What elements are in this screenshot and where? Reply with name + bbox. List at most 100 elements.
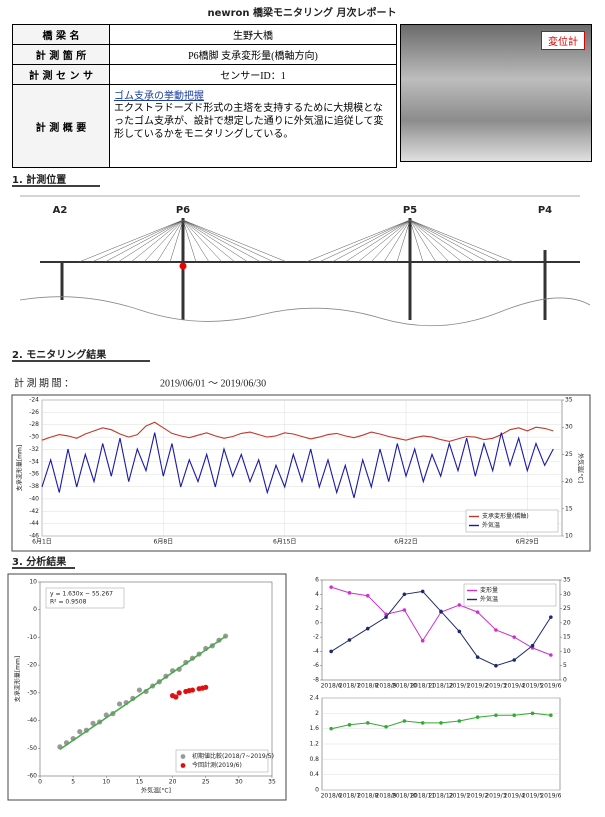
x-tick-label: 20: [169, 779, 177, 786]
y-tick-label: -10: [27, 634, 37, 641]
data-point: [384, 615, 388, 619]
y-tick-label: -50: [27, 745, 37, 752]
y-tick-label: -6: [313, 662, 319, 669]
y-tick-label: -60: [27, 773, 37, 780]
cable: [183, 220, 248, 262]
data-point: [366, 594, 370, 598]
overview-heading: ゴム支承の挙動把握: [114, 87, 392, 102]
ground-line: [20, 297, 590, 326]
table-row: 計 測 箇 所P6橋脚 支承変形量(橋軸方向): [13, 45, 396, 65]
cable: [397, 220, 410, 262]
y-tick-label: 10: [29, 579, 37, 586]
x-tick-label: 6月22日: [394, 539, 417, 546]
data-point: [458, 630, 462, 634]
data-point: [177, 690, 182, 695]
section-heading: 1. 計測位置: [12, 173, 66, 186]
data-point: [329, 727, 333, 731]
x-tick-label: 10: [102, 779, 110, 786]
data-point: [494, 713, 498, 717]
data-point: [77, 729, 82, 734]
y-tick-label: 6: [315, 577, 319, 584]
report-page: newron 橋梁モニタリング 月次レポート 1. 計測位置 2. モニタリング…: [0, 0, 605, 817]
y-tick-label: 0: [563, 677, 567, 684]
row-label: 計 測 概 要: [13, 85, 110, 167]
cable: [183, 220, 196, 262]
row-value: P6橋脚 支承変形量(橋軸方向): [110, 45, 396, 64]
cable: [410, 220, 449, 262]
sensor-location: [180, 263, 187, 270]
y-tick-label: -26: [29, 409, 39, 416]
data-point: [421, 590, 425, 594]
y-tick-label: -30: [27, 689, 37, 696]
y-tick-label: -20: [27, 662, 37, 669]
legend-label: 外気温: [480, 595, 498, 603]
cable: [358, 220, 410, 262]
support-label: P6: [176, 205, 190, 216]
y-tick-label: 0.4: [309, 771, 319, 778]
annotation: R² = 0.9508: [50, 599, 87, 606]
data-point: [531, 644, 535, 648]
data-point: [549, 653, 553, 657]
y-tick-label: -40: [29, 495, 39, 502]
report-title: newron 橋梁モニタリング 月次レポート: [207, 6, 396, 19]
data-point: [384, 725, 388, 729]
data-point: [458, 603, 462, 607]
data-point: [366, 627, 370, 631]
data-point: [348, 591, 352, 595]
y-tick-label: 15: [565, 505, 573, 512]
data-point: [203, 685, 208, 690]
overview-text: エクストラドーズド形式の主塔を支持するために大規模となったゴム支承が、設計で想定…: [114, 102, 392, 141]
legend-label: 変形量: [480, 586, 498, 594]
legend-swatch: [181, 763, 186, 768]
cable: [410, 220, 423, 262]
y-tick-label: 25: [565, 451, 573, 458]
legend-label: 外気温: [482, 521, 500, 529]
data-point: [494, 664, 498, 668]
table-row: 橋 梁 名生野大橋: [13, 25, 396, 45]
cable: [410, 220, 436, 262]
x-tick-label: 6月15日: [273, 539, 296, 546]
section-heading: 3. 分析結果: [12, 555, 67, 568]
cable: [183, 220, 287, 262]
data-point: [117, 701, 122, 706]
y-tick-label: 10: [563, 648, 571, 655]
x-tick-label: 30: [235, 779, 243, 786]
y-tick-label: 30: [565, 424, 573, 431]
y-tick-label: 35: [565, 397, 573, 404]
row-value: 生野大橋: [110, 25, 396, 44]
y-tick-label: 30: [563, 591, 571, 598]
data-point: [439, 721, 443, 725]
x-tick-label: 6月29日: [516, 539, 539, 546]
info-table: 橋 梁 名生野大橋 計 測 箇 所P6橋脚 支承変形量(橋軸方向) 計 測 セ …: [12, 24, 397, 168]
x-tick-label: 2019/6: [540, 683, 561, 690]
x-axis-title: 外気温[°C]: [141, 787, 171, 795]
x-tick-label: 15: [136, 779, 144, 786]
cable: [384, 220, 410, 262]
y-tick-label: 35: [563, 577, 571, 584]
data-point: [512, 635, 516, 639]
cable: [410, 220, 462, 262]
y-tick-label: -8: [313, 677, 319, 684]
data-point: [531, 712, 535, 716]
cable: [410, 220, 514, 262]
data-point: [476, 715, 480, 719]
cable: [183, 220, 235, 262]
section-heading: 2. モニタリング結果: [12, 348, 107, 361]
plot-area: [40, 582, 272, 776]
cable: [345, 220, 410, 262]
cable: [306, 220, 410, 262]
cable: [92, 220, 183, 262]
cable: [170, 220, 183, 262]
support-label: A2: [53, 205, 68, 216]
data-point: [512, 713, 516, 717]
x-tick-label: 6月1日: [32, 539, 52, 546]
data-point: [348, 638, 352, 642]
x-tick-label: 0: [38, 779, 42, 786]
cable: [183, 220, 209, 262]
data-point: [366, 721, 370, 725]
y-tick-label: -38: [29, 483, 39, 490]
y-tick-label: 5: [563, 662, 567, 669]
legend-label: 初期値比較(2018/7~2019/5): [192, 752, 274, 760]
y-tick-label: 2: [315, 710, 319, 717]
cable: [371, 220, 410, 262]
